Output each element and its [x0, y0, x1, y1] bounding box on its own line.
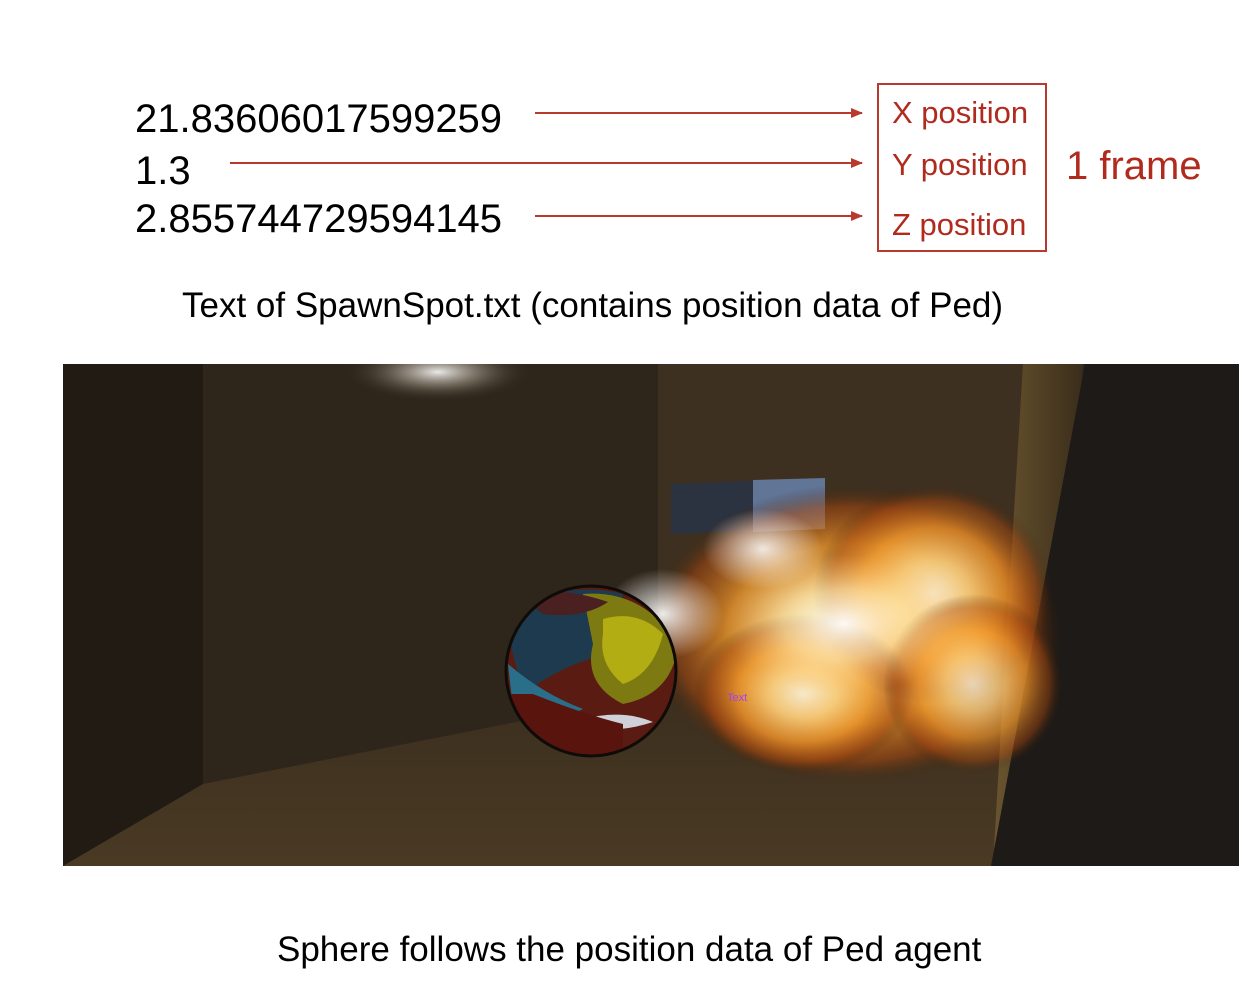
x-value: 21.83606017599259	[135, 97, 503, 141]
top-caption: Text of SpawnSpot.txt (contains position…	[182, 286, 1004, 325]
y-value: 1.3	[135, 149, 191, 193]
frame-box	[877, 83, 1047, 252]
sphere	[506, 586, 676, 756]
x-position-label: X position	[892, 95, 1029, 130]
y-position-label: Y position	[892, 147, 1028, 182]
frame-label: 1 frame	[1066, 144, 1202, 188]
arrows	[230, 108, 863, 221]
z-value: 2.855744729594145	[135, 197, 503, 241]
scene-overlay-text: Text	[727, 692, 747, 704]
scene-render: Text	[63, 364, 1239, 866]
scene-illustration: Text	[63, 364, 1239, 866]
bottom-caption: Sphere follows the position data of Ped …	[277, 930, 982, 969]
z-position-label: Z position	[892, 207, 1027, 242]
